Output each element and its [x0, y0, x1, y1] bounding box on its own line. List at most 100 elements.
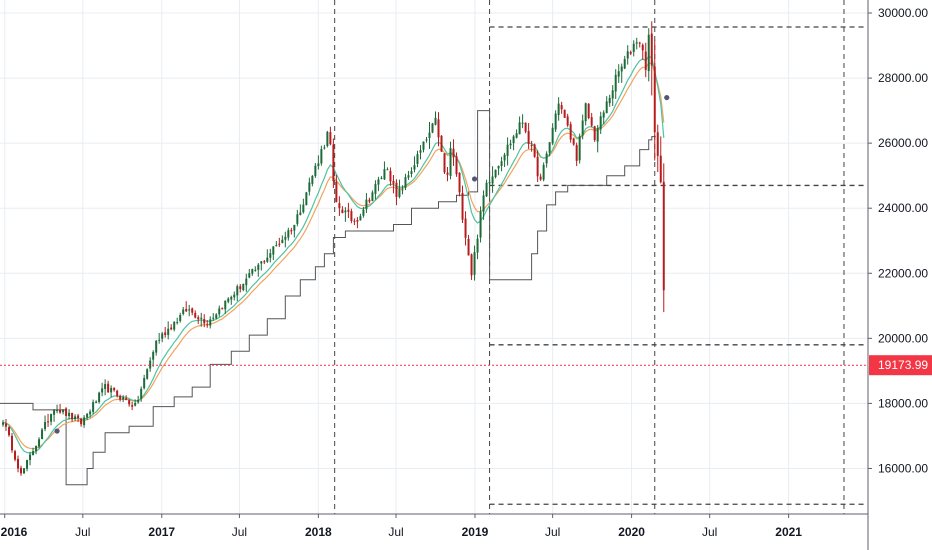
candle	[35, 445, 38, 455]
candle	[608, 94, 611, 107]
candle-body	[434, 117, 437, 125]
candle-body	[119, 395, 122, 400]
candle-body	[401, 189, 404, 191]
candle	[128, 399, 131, 407]
candle-body	[542, 164, 545, 180]
candle	[191, 307, 194, 316]
candle-body	[188, 309, 191, 311]
candle-body	[392, 180, 395, 184]
candle	[26, 459, 29, 472]
candle-body	[11, 435, 14, 451]
candle	[437, 112, 440, 147]
candle-body	[482, 195, 485, 212]
candle-body	[164, 332, 167, 336]
candle-body	[47, 421, 50, 423]
candle-body	[449, 148, 452, 176]
candle	[470, 253, 473, 280]
candle	[101, 382, 104, 397]
candle-body	[560, 105, 563, 110]
candle	[353, 218, 356, 226]
candle	[338, 196, 341, 216]
candle	[632, 40, 635, 57]
candle	[611, 85, 614, 106]
candle	[593, 125, 596, 142]
candle	[566, 113, 569, 127]
candle-body	[146, 369, 149, 379]
candle	[185, 301, 188, 313]
candle-body	[149, 360, 152, 369]
candle	[113, 387, 116, 392]
candle-body	[200, 317, 203, 319]
candle-body	[281, 239, 284, 244]
candle-body	[197, 317, 200, 320]
candle	[245, 273, 248, 292]
candle-body	[548, 142, 551, 153]
candle	[503, 152, 506, 167]
candle	[11, 432, 14, 453]
candle-body	[209, 319, 212, 326]
candle-body	[407, 175, 410, 178]
candle	[20, 465, 23, 476]
candle	[257, 263, 260, 277]
candle-body	[29, 454, 32, 461]
candle-body	[524, 122, 527, 132]
candle	[440, 135, 443, 152]
candle-body	[509, 143, 512, 146]
candle	[512, 134, 515, 151]
candle	[266, 249, 269, 263]
candle-body	[389, 170, 392, 182]
candle-body	[464, 218, 467, 238]
candle	[41, 428, 44, 440]
candle	[497, 165, 500, 176]
candle	[317, 155, 320, 170]
candle-body	[374, 183, 377, 194]
candle-body	[41, 429, 44, 440]
candle	[488, 175, 491, 190]
candle	[74, 414, 77, 421]
candle-body	[551, 127, 554, 144]
candle	[164, 327, 167, 338]
candle-body	[44, 422, 47, 430]
candle-body	[212, 317, 215, 319]
candle-body	[371, 192, 374, 201]
candle-body	[335, 181, 338, 202]
candle	[623, 55, 626, 70]
x-tick-label: 2017	[148, 525, 175, 539]
candle	[131, 401, 134, 411]
candle-body	[293, 224, 296, 231]
candle-body	[206, 324, 209, 326]
candle-body	[539, 176, 542, 180]
candle	[224, 300, 227, 314]
candle	[446, 167, 449, 182]
candle-body	[536, 156, 539, 177]
candle	[413, 156, 416, 173]
candle	[377, 176, 380, 192]
marker-dot	[54, 428, 60, 434]
candle	[323, 144, 326, 150]
candle	[431, 122, 434, 134]
candle-body	[245, 278, 248, 286]
candle-body	[605, 101, 608, 114]
y-tick-label: 16000.00	[878, 461, 928, 475]
candle-body	[563, 109, 566, 118]
candle-body	[179, 314, 182, 321]
candle	[65, 407, 68, 417]
candle-body	[299, 212, 302, 215]
candle-body	[590, 117, 593, 126]
candle-body	[215, 314, 218, 319]
candle-body	[521, 122, 524, 124]
candle-body	[326, 131, 329, 147]
candle-body	[140, 388, 143, 399]
candle	[77, 413, 80, 423]
candle-body	[455, 156, 458, 175]
candle	[581, 114, 584, 140]
candle-body	[104, 384, 107, 389]
candle	[596, 124, 599, 153]
candle-body	[35, 445, 38, 452]
candle	[314, 163, 317, 178]
candle-body	[344, 210, 347, 213]
candle	[401, 185, 404, 195]
candle-body	[26, 459, 29, 469]
